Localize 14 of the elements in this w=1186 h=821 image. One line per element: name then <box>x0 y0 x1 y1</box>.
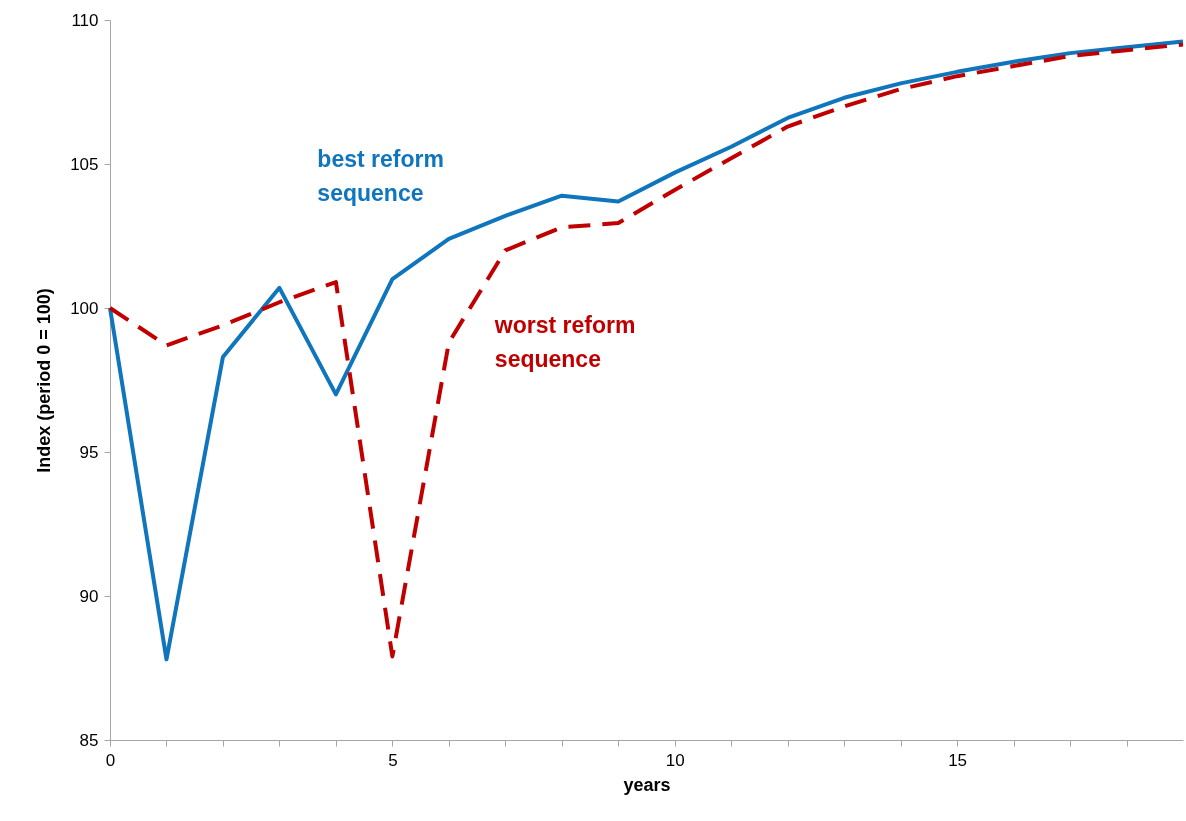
series-label: worst reform sequence <box>493 311 636 372</box>
y-tick-label: 110 <box>71 10 99 30</box>
y-tick-label: 90 <box>79 586 99 606</box>
x-tick-label: 0 <box>105 750 116 770</box>
series-label: best reform sequence <box>317 146 444 207</box>
y-tick-label: 100 <box>70 298 99 318</box>
y-axis-title: Index (period 0 = 100) <box>34 288 55 473</box>
x-tick-label: 5 <box>388 750 398 770</box>
y-tick-label: 95 <box>79 442 99 462</box>
y-tick-label: 105 <box>70 154 99 174</box>
x-tick-label: 15 <box>948 750 968 770</box>
x-axis-title: years <box>623 774 671 795</box>
y-tick-label: 85 <box>79 730 99 750</box>
x-tick-label: 10 <box>665 750 685 770</box>
